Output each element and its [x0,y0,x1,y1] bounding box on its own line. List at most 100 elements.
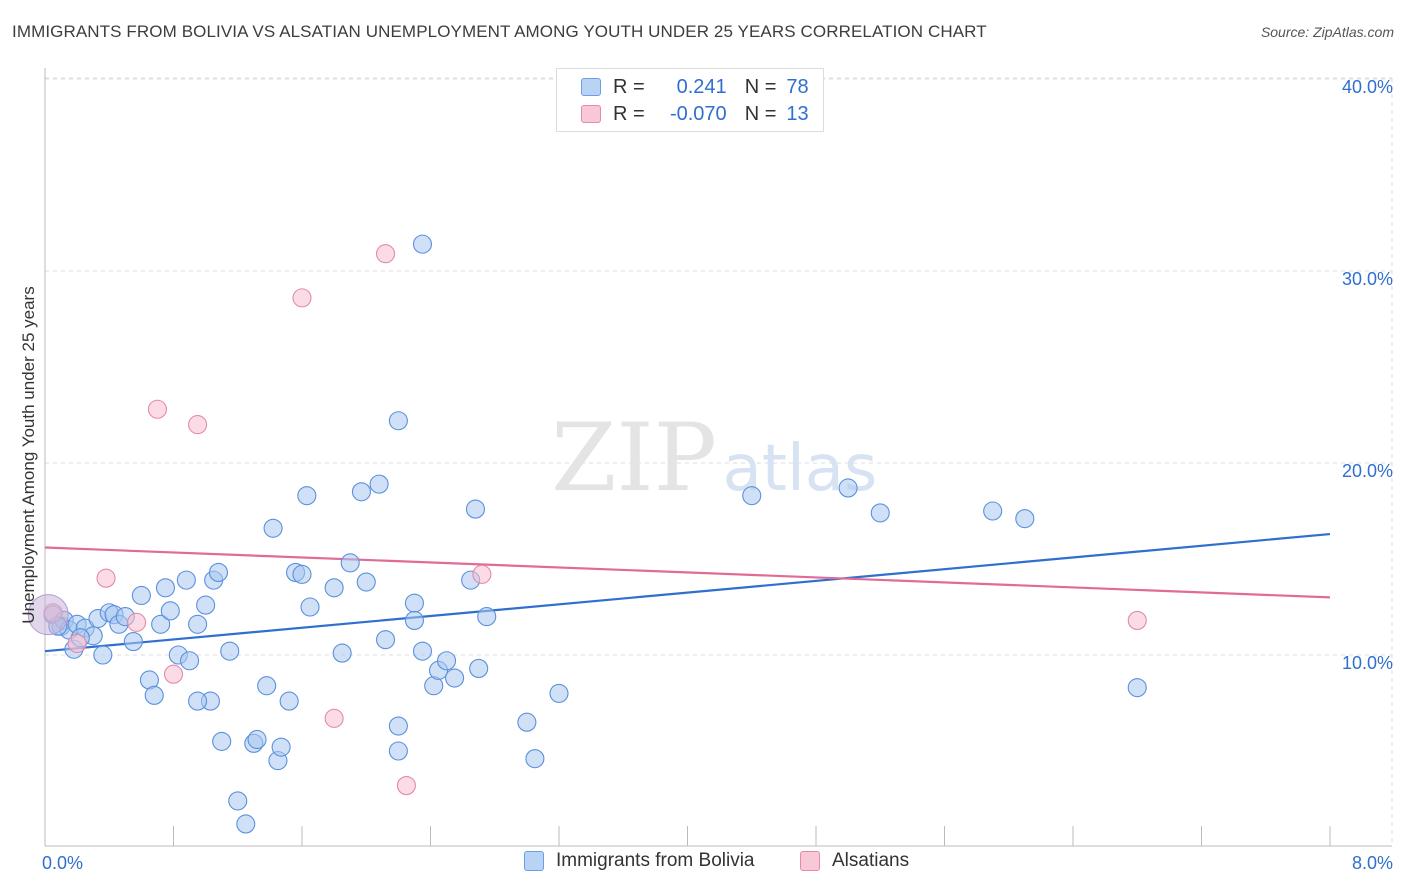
series-swatch-alsatians [800,851,820,871]
legend-n-value: 13 [786,102,809,125]
point-alsatian [147,399,167,419]
legend-n-label: N = [744,102,777,125]
point-bolivia [188,614,208,634]
point-bolivia [517,712,537,732]
legend-swatch-bolivia [581,78,601,96]
point-bolivia [196,595,216,615]
point-bolivia [351,482,371,502]
point-bolivia [144,685,164,705]
y-tick-label: 30.0% [1342,269,1393,289]
point-alsatian [67,633,87,654]
legend-row-alsatians: R = -0.070 N = 13 [581,102,809,126]
series-legend-alsatians[interactable]: Alsatians [800,850,909,872]
point-bolivia [180,651,200,671]
point-cluster [27,594,69,636]
point-bolivia [388,741,408,761]
point-bolivia [212,731,232,751]
point-bolivia [742,486,762,506]
legend-n-value: 78 [786,75,809,98]
point-alsatian [292,288,312,308]
y-tick-label: 10.0% [1342,653,1393,673]
point-bolivia [300,597,320,617]
legend-r-label: R = [613,75,645,98]
point-alsatian [396,776,416,796]
point-bolivia [870,503,890,523]
point-alsatian [127,612,147,632]
point-bolivia [131,585,151,606]
point-bolivia [160,601,180,621]
point-bolivia [369,474,389,494]
legend-n-label: N = [744,75,777,98]
point-bolivia [477,607,497,627]
point-bolivia [404,593,424,613]
point-bolivia [340,553,360,573]
tick-labels: 10.0% 20.0% 30.0% 40.0% 0.0% 8.0% [42,77,1393,873]
point-bolivia [220,641,240,661]
point-alsatian [375,244,396,264]
point-bolivia [469,658,489,678]
watermark: ZIP atlas [551,404,877,513]
point-bolivia [123,632,143,652]
legend-row-bolivia: R = 0.241 N = 78 [581,75,809,99]
series-label-bolivia: Immigrants from Bolivia [556,850,755,871]
source-label: Source: ZipAtlas.com [1260,24,1394,40]
point-bolivia [1127,678,1147,698]
point-alsatian [1127,610,1147,630]
watermark-zip: ZIP [551,404,717,513]
point-bolivia [297,486,317,506]
point-bolivia [525,749,545,769]
point-alsatian [96,568,116,588]
point-bolivia [93,645,113,665]
legend-r-label: R = [613,102,645,125]
legend-swatch-alsatians [581,105,601,123]
point-bolivia [155,578,176,598]
y-tick-label: 20.0% [1342,461,1393,481]
y-tick-label: 40.0% [1342,77,1393,97]
point-bolivia [983,501,1003,521]
point-bolivia [437,651,457,671]
point-alsatian [163,664,184,684]
chart-title: IMMIGRANTS FROM BOLIVIA VS ALSATIAN UNEM… [12,22,987,41]
point-bolivia [236,814,256,834]
point-bolivia [188,691,208,711]
point-bolivia [388,411,408,431]
point-bolivia [404,610,424,630]
point-bolivia [151,614,171,634]
point-bolivia [549,683,569,703]
point-alsatian [188,415,208,435]
axes [44,68,1392,847]
series-label-alsatians: Alsatians [832,850,910,871]
trend-line-alsatians [44,546,1331,599]
point-alsatian [472,564,492,584]
point-bolivia [1015,509,1035,529]
point-bolivia [271,737,291,757]
point-bolivia [838,478,858,498]
point-bolivia [465,499,486,519]
legend-r-value: 0.241 [676,75,727,98]
point-bolivia [375,630,396,650]
correlation-legend: R = 0.241 N = 78 R = -0.070 N = 13 [556,68,824,132]
grid [45,77,1393,846]
point-bolivia [247,729,267,750]
point-bolivia [176,570,196,590]
point-bolivia [412,234,433,254]
point-bolivia [257,676,277,696]
point-bolivia [263,518,283,538]
point-bolivia [324,578,344,598]
point-bolivia [292,564,312,584]
point-bolivia [279,691,299,711]
series-legend-bolivia[interactable]: Immigrants from Bolivia [524,850,755,872]
point-bolivia [356,572,376,592]
point-bolivia [388,716,408,736]
trend-lines [44,532,1331,653]
x-tick-label: 8.0% [1352,853,1393,873]
point-bolivia [332,643,352,663]
legend-r-value: -0.070 [669,102,727,125]
x-tick-label: 0.0% [42,853,83,873]
series-legend: Immigrants from Bolivia Alsatians [0,850,1406,878]
point-bolivia [228,791,248,811]
data-points [27,234,1147,834]
point-bolivia [412,641,433,661]
y-axis-label: Unemployment Among Youth under 25 years [19,286,38,624]
